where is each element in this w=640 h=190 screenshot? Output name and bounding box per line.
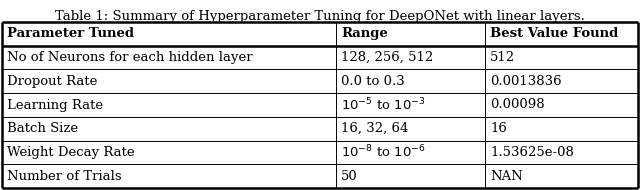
Text: $10^{-8}$ to $10^{-6}$: $10^{-8}$ to $10^{-6}$ xyxy=(341,144,426,161)
Text: Learning Rate: Learning Rate xyxy=(7,98,103,112)
Text: NAN: NAN xyxy=(490,170,524,183)
Text: 128, 256, 512: 128, 256, 512 xyxy=(341,51,433,64)
Text: 0.0013836: 0.0013836 xyxy=(490,75,562,88)
Text: Dropout Rate: Dropout Rate xyxy=(7,75,97,88)
Text: 16: 16 xyxy=(490,122,508,135)
Text: 50: 50 xyxy=(341,170,358,183)
Text: $10^{-5}$ to $10^{-3}$: $10^{-5}$ to $10^{-3}$ xyxy=(341,97,426,113)
Text: 512: 512 xyxy=(490,51,515,64)
Text: 0.00098: 0.00098 xyxy=(490,98,545,112)
Text: 16, 32, 64: 16, 32, 64 xyxy=(341,122,408,135)
Text: Batch Size: Batch Size xyxy=(7,122,78,135)
Text: Best Value Found: Best Value Found xyxy=(490,27,619,40)
Text: No of Neurons for each hidden layer: No of Neurons for each hidden layer xyxy=(7,51,253,64)
Text: 1.53625e-08: 1.53625e-08 xyxy=(490,146,574,159)
Text: Range: Range xyxy=(341,27,388,40)
Text: 0.0 to 0.3: 0.0 to 0.3 xyxy=(341,75,404,88)
Text: Parameter Tuned: Parameter Tuned xyxy=(7,27,134,40)
Text: Table 1: Summary of Hyperparameter Tuning for DeepONet with linear layers.: Table 1: Summary of Hyperparameter Tunin… xyxy=(55,10,585,23)
Text: Weight Decay Rate: Weight Decay Rate xyxy=(7,146,134,159)
Text: Number of Trials: Number of Trials xyxy=(7,170,122,183)
